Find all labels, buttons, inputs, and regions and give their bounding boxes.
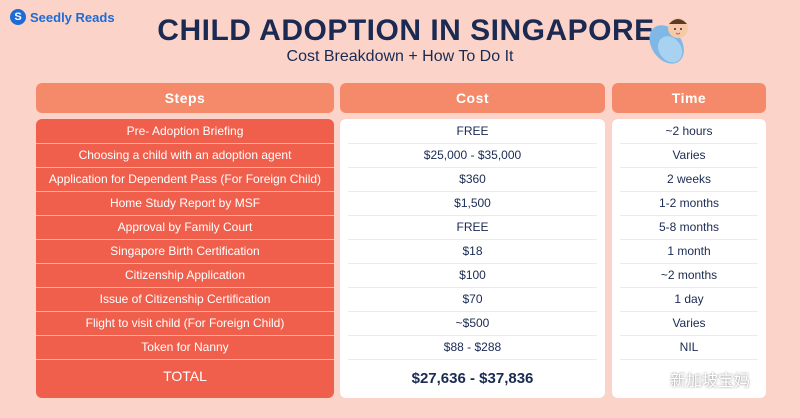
page-title: CHILD ADOPTION IN SINGAPORE <box>157 14 655 47</box>
time-cell: Varies <box>672 316 706 330</box>
step-cell: Approval by Family Court <box>117 220 253 234</box>
column-header-cost: Cost <box>340 83 605 113</box>
step-cell: Choosing a child with an adoption agent <box>78 148 292 162</box>
brand-name: Seedly Reads <box>30 9 115 25</box>
total-label: TOTAL <box>163 368 207 384</box>
step-cell: Singapore Birth Certification <box>110 244 260 258</box>
cost-cell: ~$500 <box>455 316 490 330</box>
cost-cell: $18 <box>462 244 483 258</box>
cost-cell: FREE <box>456 220 489 234</box>
swaddled-baby-icon <box>649 18 688 64</box>
time-cell: NIL <box>679 340 699 354</box>
cost-cell: FREE <box>456 124 489 138</box>
cost-cell: $100 <box>459 268 486 282</box>
steps-column: Pre- Adoption Briefing Choosing a child … <box>36 119 334 398</box>
step-cell: Pre- Adoption Briefing <box>126 124 244 138</box>
time-cell: 1 day <box>674 292 704 306</box>
time-cell: 2 weeks <box>666 172 712 186</box>
column-header-steps: Steps <box>36 83 334 113</box>
wechat-icon <box>644 370 666 387</box>
cost-cell: $360 <box>459 172 486 186</box>
seedly-logo-icon: S <box>10 9 26 25</box>
watermark-text: 新加坡宝妈 <box>670 373 751 390</box>
cost-cell: $25,000 - $35,000 <box>423 148 522 162</box>
step-cell: Citizenship Application <box>124 268 246 282</box>
step-cell: Application for Dependent Pass (For Fore… <box>48 172 322 186</box>
step-cell: Token for Nanny <box>141 340 229 354</box>
step-cell: Issue of Citizenship Certification <box>99 292 271 306</box>
time-cell: Varies <box>672 148 706 162</box>
step-cell: Home Study Report by MSF <box>109 196 261 210</box>
cost-cell: $88 - $288 <box>443 340 502 354</box>
cost-cell: $1,500 <box>454 196 491 210</box>
time-cell: ~2 hours <box>665 124 713 138</box>
total-cost: $27,636 - $37,836 <box>411 369 534 387</box>
time-column: ~2 hours Varies 2 weeks 1-2 months 5-8 m… <box>612 119 766 398</box>
column-header-time: Time <box>612 83 766 113</box>
time-cell: 1-2 months <box>658 196 720 210</box>
page-subtitle: Cost Breakdown + How To Do It <box>286 48 514 65</box>
time-cell: ~2 months <box>660 268 718 282</box>
brand-logo: S Seedly Reads <box>10 9 115 25</box>
watermark: 新加坡宝妈 <box>644 367 750 391</box>
time-cell: 5-8 months <box>658 220 720 234</box>
cost-cell: $70 <box>462 292 483 306</box>
time-cell: 1 month <box>667 244 711 258</box>
step-cell: Flight to visit child (For Foreign Child… <box>85 316 285 330</box>
cost-column: FREE $25,000 - $35,000 $360 $1,500 FREE … <box>340 119 605 398</box>
